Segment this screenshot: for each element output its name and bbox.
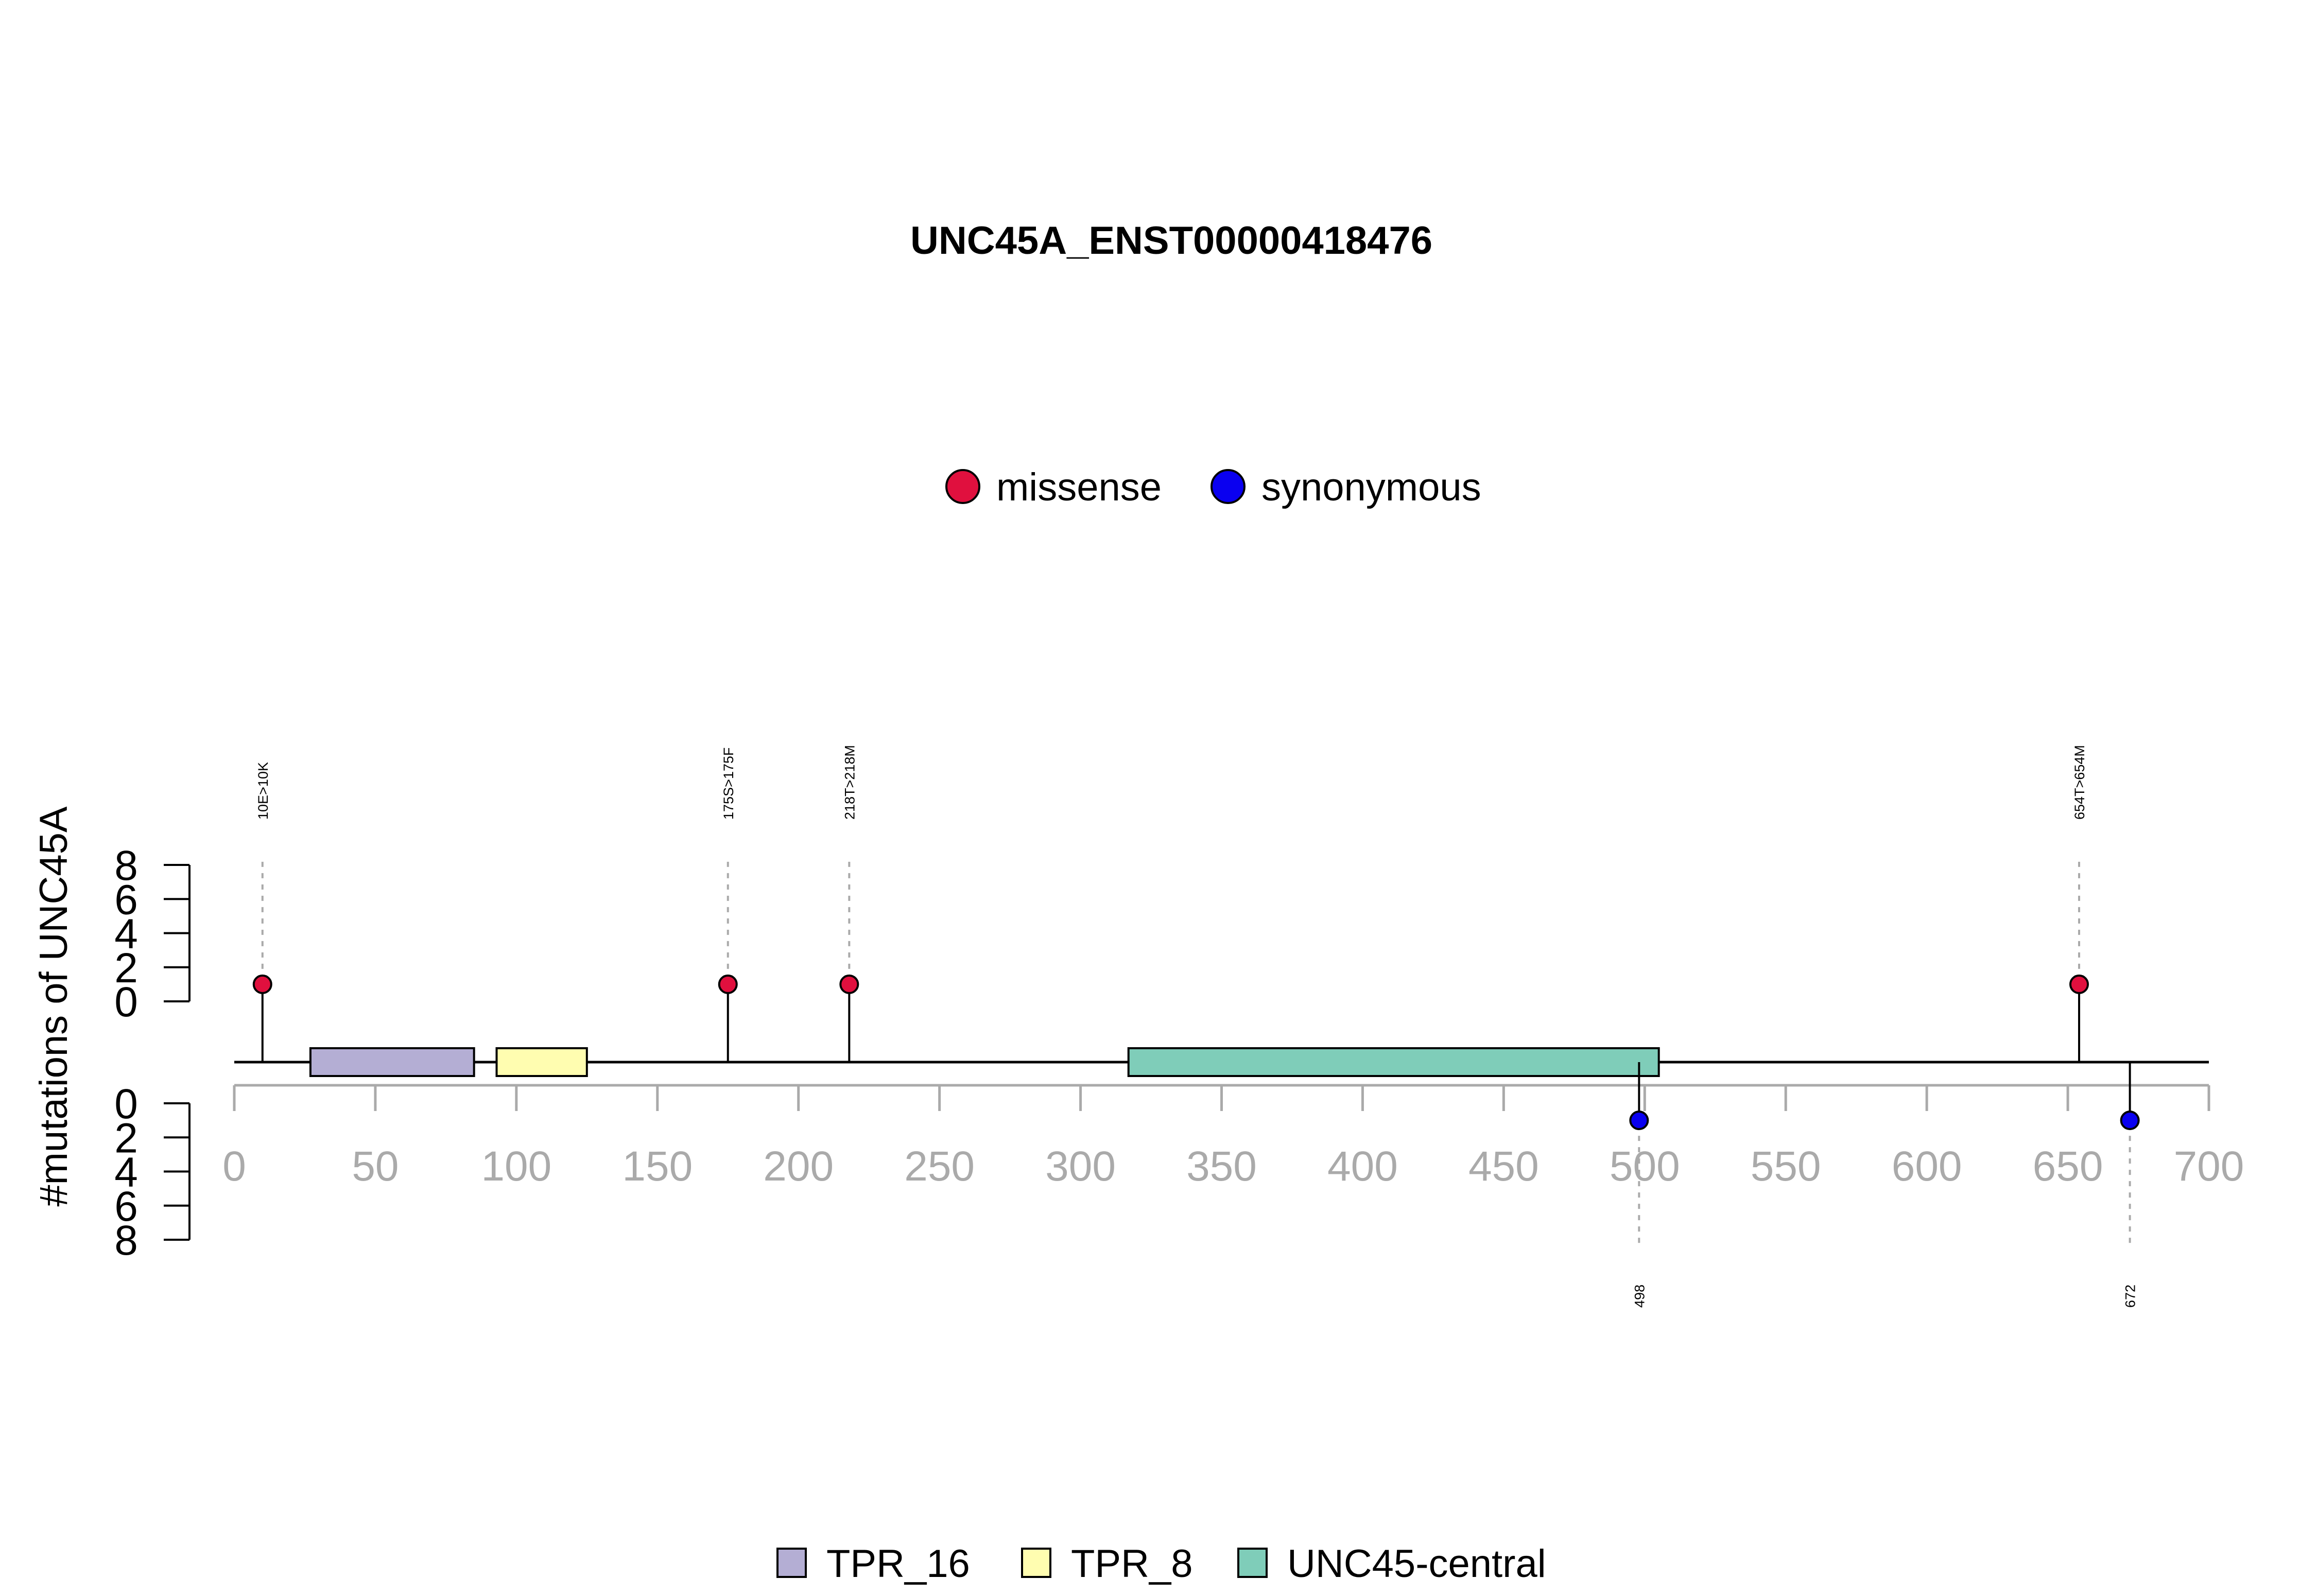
lollipop-label-top: 10E>10K (255, 762, 271, 820)
mutation-lollipops: 10E>10K 175S>175F 218T>218M 654T>654M 498 672 (254, 745, 2139, 1308)
domain-legend-label-TPR_8: TPR_8 (1071, 1542, 1193, 1586)
legend-label-missense: missense (996, 465, 1162, 509)
lollipop-head-synonymous (2121, 1112, 2139, 1129)
domain-legend-label-TPR_16: TPR_16 (826, 1542, 970, 1586)
domain-legend: TPR_16 TPR_8 UNC45-central (777, 1542, 1546, 1586)
x-tick-label-50: 50 (352, 1143, 399, 1190)
x-tick-label-0: 0 (222, 1143, 246, 1190)
x-tick-label-150: 150 (622, 1143, 693, 1190)
x-tick-label-250: 250 (904, 1143, 975, 1190)
chart-title: UNC45A_ENST00000418476 (910, 219, 1432, 263)
domain-box-UNC45-central (1129, 1048, 1659, 1076)
lollipop-label-top: 654T>654M (2072, 745, 2087, 820)
domain-legend-swatch-TPR_16 (777, 1549, 806, 1577)
lollipop-head-synonymous (1630, 1112, 1648, 1129)
domain-legend-swatch-TPR_8 (1022, 1549, 1050, 1577)
legend-marker-synonymous (1212, 470, 1244, 503)
domain-legend-label-UNC45-central: UNC45-central (1287, 1542, 1546, 1586)
legend-marker-missense (946, 470, 979, 503)
domain-box-TPR_8 (497, 1048, 587, 1076)
x-tick-label-300: 300 (1045, 1143, 1116, 1190)
legend-label-synonymous: synonymous (1261, 465, 1481, 509)
x-tick-label-200: 200 (763, 1143, 834, 1190)
domain-box-TPR_16 (310, 1048, 474, 1076)
y-axis-label: #mutations of UNC45A (32, 806, 76, 1207)
lollipop-label-top: 218T>218M (842, 745, 857, 820)
lollipop-label-top: 175S>175F (721, 748, 736, 820)
lollipop-head-missense (2070, 976, 2088, 993)
lollipop-head-missense (840, 976, 858, 993)
lollipop-label-bottom: 498 (1632, 1285, 1647, 1308)
x-tick-label-350: 350 (1186, 1143, 1257, 1190)
mutation-type-legend: missense synonymous (946, 465, 1481, 509)
x-tick-label-600: 600 (1892, 1143, 1962, 1190)
y-tick-label-bottom-8: 8 (114, 1217, 138, 1264)
x-tick-label-100: 100 (481, 1143, 551, 1190)
x-tick-label-700: 700 (2174, 1143, 2244, 1190)
x-tick-label-550: 550 (1751, 1143, 1821, 1190)
x-tick-label-650: 650 (2033, 1143, 2103, 1190)
x-tick-label-400: 400 (1327, 1143, 1398, 1190)
lollipop-label-bottom: 672 (2123, 1285, 2138, 1308)
x-tick-label-450: 450 (1468, 1143, 1539, 1190)
domain-legend-swatch-UNC45-central (1238, 1549, 1267, 1577)
lollipop-head-missense (254, 976, 271, 993)
lollipop-head-missense (719, 976, 737, 993)
x-tick-label-500: 500 (1610, 1143, 1680, 1190)
y-tick-label-top-8: 8 (114, 842, 138, 889)
